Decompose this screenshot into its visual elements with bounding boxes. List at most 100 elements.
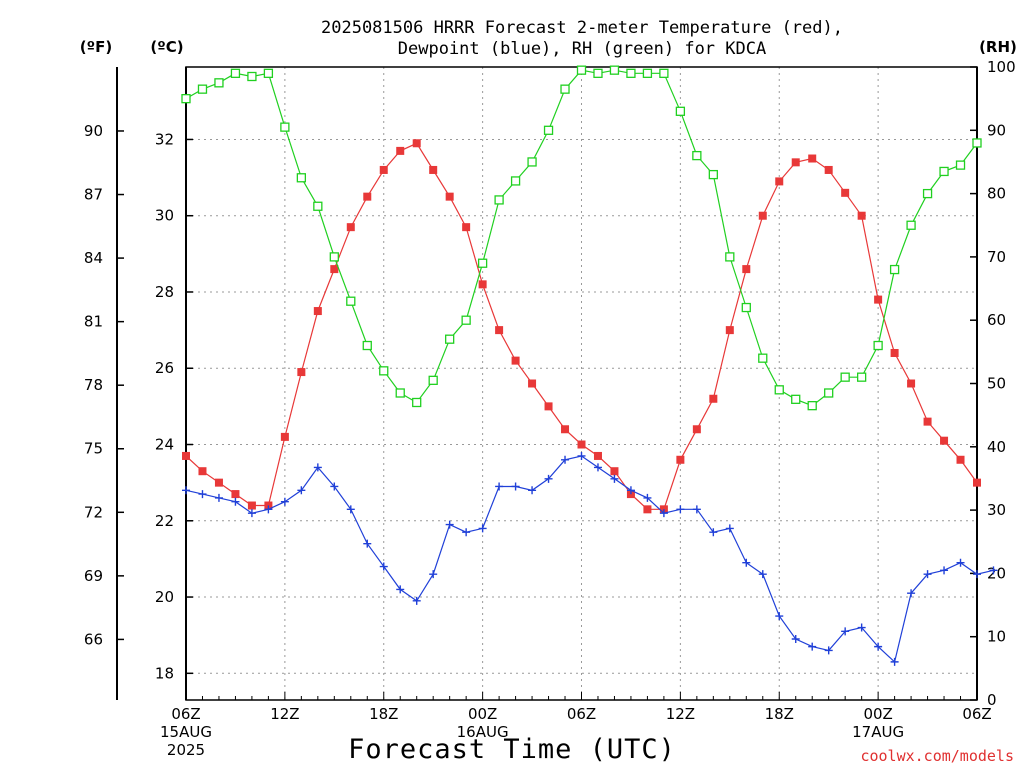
time-tick-label: 00Z [863, 705, 892, 723]
celsius-axis-ticks: 18 20 22 24 26 28 30 32 [155, 130, 193, 682]
data-point [396, 146, 405, 155]
data-point [856, 372, 867, 382]
data-point [511, 356, 520, 365]
data-point [461, 315, 471, 325]
data-point [560, 84, 570, 94]
fahrenheit-tick-label: 87 [84, 186, 103, 204]
data-point [182, 451, 190, 460]
data-point [346, 223, 355, 232]
data-point [906, 220, 916, 230]
data-point [675, 106, 686, 116]
data-point [610, 474, 619, 483]
data-point [840, 372, 850, 382]
data-point [428, 375, 438, 385]
data-point [593, 463, 602, 472]
data-point [841, 627, 850, 636]
data-point [527, 157, 537, 167]
data-point [857, 211, 866, 220]
data-point [742, 265, 751, 274]
data-point [626, 68, 636, 78]
time-tick-label: 16AUG [457, 723, 509, 741]
data-point [824, 388, 834, 398]
data-point [989, 566, 998, 575]
data-point [907, 589, 916, 598]
data-point [774, 385, 784, 395]
rh-tick-label: 20 [987, 564, 1006, 582]
data-point [956, 558, 965, 567]
data-point [725, 326, 734, 335]
data-point [791, 394, 801, 404]
fahrenheit-tick-label: 78 [84, 376, 103, 394]
celsius-tick-label: 28 [155, 283, 174, 301]
time-tick-label: 12Z [270, 705, 299, 723]
rh-tick-label: 60 [987, 311, 1006, 329]
data-point [214, 78, 224, 88]
data-point [495, 482, 504, 491]
data-point [197, 84, 208, 94]
data-point [214, 478, 223, 487]
time-tick-label: 12Z [666, 705, 695, 723]
celsius-tick-label: 22 [155, 512, 174, 530]
data-point [708, 169, 718, 180]
data-point [922, 188, 933, 199]
data-point [214, 493, 223, 502]
data-point [758, 570, 767, 579]
data-point [609, 65, 620, 75]
data-point [313, 201, 323, 211]
data-point [956, 455, 965, 464]
time-tick-label: 06Z [567, 705, 596, 723]
data-point [874, 642, 883, 651]
data-point [429, 165, 438, 174]
data-point [462, 223, 471, 232]
data-point [478, 524, 487, 533]
data-point [445, 520, 454, 529]
time-tick-label: 06Z [171, 705, 200, 723]
data-point [412, 397, 422, 408]
celsius-tick-label: 20 [155, 588, 174, 606]
data-point [363, 539, 372, 548]
data-point [478, 280, 487, 289]
data-point [379, 366, 389, 376]
rh-tick-label: 40 [987, 438, 1006, 456]
fahrenheit-tick-label: 81 [84, 313, 103, 331]
data-point [230, 68, 241, 78]
data-point [841, 188, 850, 197]
data-point [528, 486, 537, 495]
data-point [544, 474, 553, 483]
data-point [742, 558, 751, 567]
data-point [577, 451, 586, 460]
data-point [528, 379, 537, 388]
time-tick-label: 00Z [468, 705, 497, 723]
rh-tick-label: 90 [987, 121, 1006, 139]
celsius-tick-label: 24 [155, 436, 174, 454]
rh-tick-label: 70 [987, 248, 1006, 266]
data-point [379, 165, 388, 174]
data-point [791, 158, 800, 167]
data-point [626, 486, 635, 495]
data-point [709, 528, 718, 537]
data-point [330, 265, 339, 274]
data-point [939, 166, 949, 177]
data-point [561, 455, 570, 464]
data-point [231, 490, 240, 499]
data-point [544, 402, 553, 411]
data-point [824, 646, 833, 655]
rh-unit-label: (RH) [979, 38, 1017, 56]
rh-tick-label: 50 [987, 375, 1006, 393]
series-relative-humidity [181, 65, 982, 411]
data-point [973, 478, 981, 487]
data-point [907, 379, 916, 388]
data-point [775, 612, 784, 621]
rh-tick-label: 10 [987, 628, 1006, 646]
data-point [676, 505, 685, 514]
data-point [510, 176, 521, 186]
data-point [477, 258, 488, 268]
x-axis-label: Forecast Time (UTC) [348, 734, 676, 765]
time-tick-label: 17AUG [852, 723, 904, 741]
data-point [182, 486, 190, 495]
data-point [725, 252, 735, 262]
data-point [263, 68, 274, 78]
celsius-tick-label: 30 [155, 207, 174, 225]
data-point [412, 139, 421, 148]
